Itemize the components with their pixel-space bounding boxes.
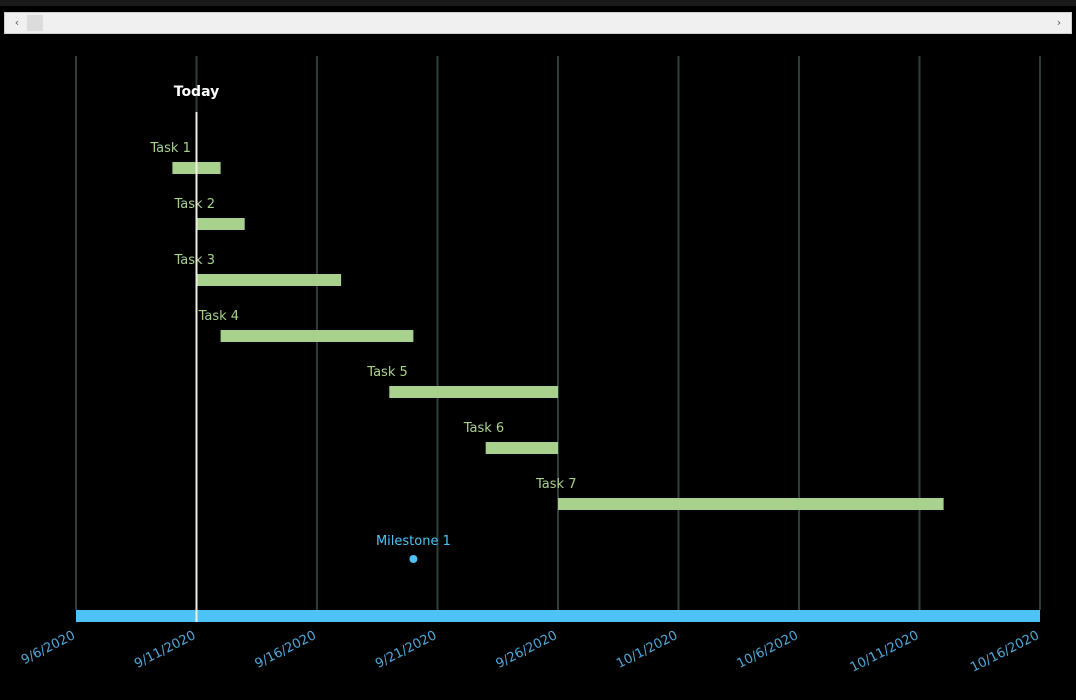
- task-label: Task 4: [198, 309, 239, 324]
- task-label: Task 5: [366, 365, 407, 380]
- scroll-left-icon[interactable]: ‹: [14, 16, 20, 29]
- task-bar: [196, 274, 342, 286]
- task-bar: [220, 330, 414, 342]
- x-tick-label: 9/6/2020: [19, 628, 78, 668]
- task-label: Task 7: [535, 477, 576, 492]
- task-label: Task 3: [174, 253, 215, 268]
- x-tick-label: 9/16/2020: [253, 628, 319, 672]
- x-tick-label: 10/16/2020: [968, 628, 1042, 675]
- task-label: Task 1: [149, 141, 190, 156]
- milestones: Milestone 1: [376, 534, 451, 563]
- x-tick-label: 10/1/2020: [614, 628, 680, 672]
- task-label: Task 6: [463, 421, 504, 436]
- milestone-label: Milestone 1: [376, 534, 451, 549]
- window-top-strip: [0, 0, 1076, 6]
- scrollbar-thumb[interactable]: [27, 15, 43, 31]
- task-bar: [196, 218, 245, 230]
- scroll-right-icon[interactable]: ›: [1056, 16, 1062, 29]
- x-tick-label: 9/21/2020: [373, 628, 439, 672]
- milestone-marker: [409, 555, 418, 563]
- task-bars: Task 1 Task 2 Task 3 Task 4 Task 5 Task 6 Task…: [149, 141, 944, 510]
- task-label: Task 2: [174, 197, 215, 212]
- x-tick-label: 10/11/2020: [848, 628, 922, 675]
- date-axis: 9/6/2020 9/11/2020 9/16/2020 9/21/2020 9/26/…: [19, 610, 1042, 676]
- today-marker: Today: [174, 84, 219, 622]
- horizontal-scrollbar[interactable]: ‹ ›: [4, 12, 1072, 34]
- task-bar: [558, 498, 944, 510]
- x-tick-label: 9/11/2020: [132, 628, 198, 672]
- gridlines: [75, 56, 1041, 610]
- today-label: Today: [174, 84, 219, 100]
- x-tick-label: 10/6/2020: [735, 628, 801, 672]
- task-bar: [389, 386, 558, 398]
- task-bar: [485, 442, 558, 454]
- x-tick-label: 9/26/2020: [494, 628, 560, 672]
- axis-band: [76, 610, 1040, 622]
